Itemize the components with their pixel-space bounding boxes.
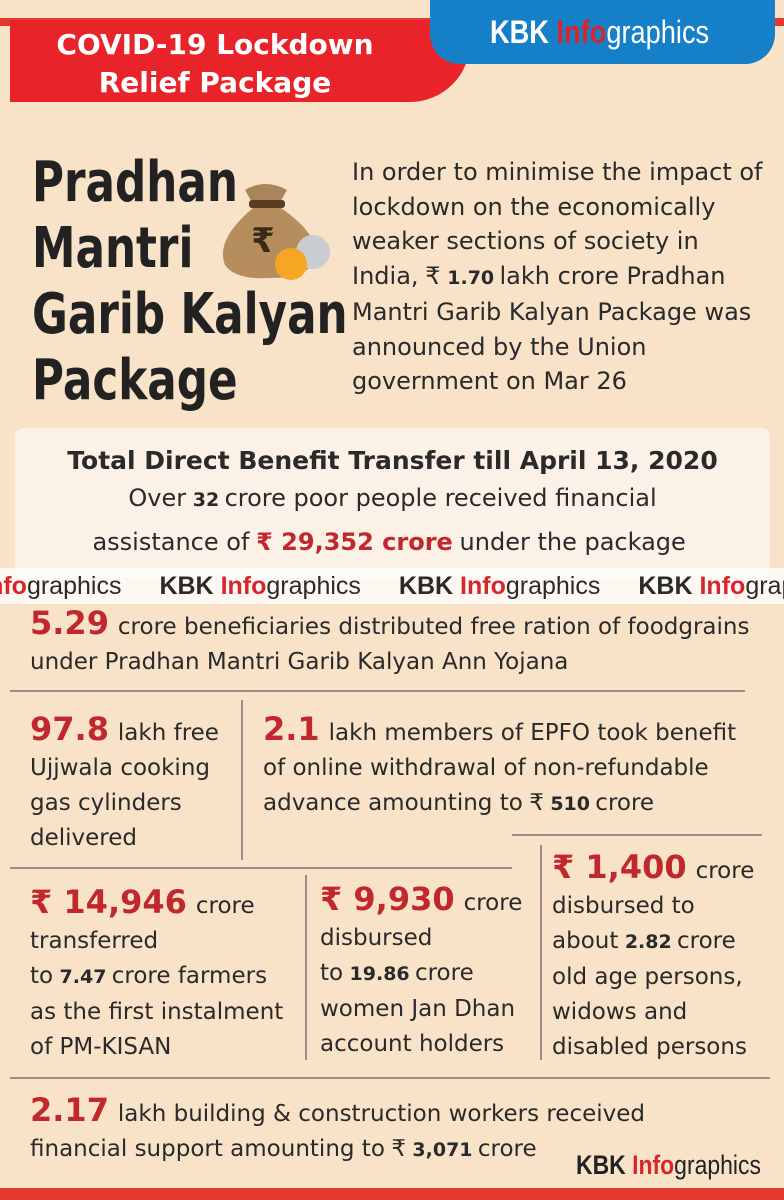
divider: [305, 875, 307, 1060]
brand-kbk: KBK: [398, 571, 454, 600]
text-segment: lakh crore Pradhan Mantri Garib Kalyan P…: [352, 261, 752, 396]
brand-info: Info: [220, 571, 267, 600]
brand: KBK Infographics: [490, 14, 709, 51]
text-segment: ₹: [425, 261, 441, 290]
highlight: 1.70: [447, 266, 495, 289]
highlight: 2.82: [624, 931, 672, 953]
highlight: ₹ 14,946: [30, 883, 187, 921]
svg-text:₹: ₹: [251, 221, 275, 261]
text-segment: crore old age persons, widows and disabl…: [552, 928, 747, 1060]
brand-graphics: graphics: [745, 571, 784, 600]
title-line: Garib Kalyan: [32, 282, 348, 347]
highlight: 32: [192, 489, 220, 511]
text-segment: crore poor people received financial ass…: [92, 484, 657, 556]
text-segment: ₹: [529, 790, 544, 816]
highlight: ₹ 1,400: [552, 848, 687, 886]
watermark: KBK Infographics: [399, 572, 600, 601]
banner-line: Relief Package: [98, 66, 332, 99]
brand-kbk: KBK: [576, 1150, 626, 1180]
highlight: 510: [550, 793, 590, 815]
epfo: 2.1 lakh members of EPFO took benefit of …: [263, 712, 763, 822]
intro: In order to minimise the impact of lockd…: [352, 155, 772, 399]
women: ₹ 9,930 crore disbursed to 19.86 crore wome…: [320, 882, 535, 1062]
farmers: ₹ 14,946 crore transferred to 7.47 crore fa…: [30, 885, 300, 1065]
text-segment: crore women Jan Dhan account holders: [320, 960, 516, 1057]
highlight: 5.29: [30, 604, 109, 642]
divider: [512, 834, 762, 836]
brand-info: Info: [556, 14, 607, 50]
divider: [10, 1077, 770, 1079]
title-line: Mantri: [32, 216, 194, 281]
text-segment: under the package: [459, 528, 686, 556]
title-line: Pradhan: [32, 150, 238, 215]
highlight: ₹ 9,930: [320, 880, 455, 918]
brand-info: Info: [0, 571, 27, 600]
ration: 5.29 crore beneficiaries distributed free…: [30, 606, 760, 680]
text-segment: In order to minimise the impact of lockd…: [352, 158, 763, 290]
title-line: Package: [32, 348, 238, 413]
text-segment: crore: [477, 1136, 537, 1162]
divider: [10, 690, 745, 692]
brand-graphics: graphics: [674, 1150, 761, 1180]
brand-graphics: graphics: [266, 571, 361, 600]
text-segment: lakh building & construction workers rec…: [30, 1101, 646, 1162]
summary-box: Total Direct Benefit Transfer till April…: [15, 428, 770, 578]
text-segment: ₹: [391, 1136, 406, 1162]
summary-heading: Total Direct Benefit Transfer till April…: [67, 446, 718, 475]
text-segment: Over: [128, 484, 187, 512]
bottom-stripe: [0, 1188, 784, 1200]
banner: COVID-19 Lockdown Relief Package: [10, 20, 470, 102]
highlight: 2.17: [30, 1091, 109, 1129]
text-segment: crore farmers as the first instalment of…: [30, 963, 284, 1060]
brand-graphics: graphics: [505, 571, 601, 600]
brand-graphics: graphics: [26, 571, 122, 600]
brand-info: Info: [460, 571, 506, 600]
money-bag-icon: ₹: [222, 184, 330, 280]
highlight: 7.47: [59, 966, 107, 988]
highlight: 2.1: [263, 710, 320, 748]
text-segment: crore disbursed to: [320, 890, 523, 986]
divider: [241, 700, 243, 860]
text-segment: lakh members of EPFO took benefit of onl…: [263, 720, 737, 816]
brand-info: Info: [632, 1150, 675, 1180]
text-segment: crore disbursed to about: [552, 858, 755, 954]
text-segment: crore: [595, 790, 655, 816]
text-segment: crore beneficiaries distributed free rat…: [30, 614, 750, 675]
banner-line: COVID-19 Lockdown: [56, 28, 374, 61]
text-segment: crore transferred to: [30, 893, 255, 989]
title: Pradhan Mantri Garib Kalyan Package: [32, 150, 348, 414]
old-age: ₹ 1,400 crore disbursed to about 2.82 crore…: [552, 850, 777, 1065]
watermark: KBK Infographics: [638, 572, 784, 601]
brand-footer: KBK Infographics: [576, 1150, 761, 1181]
highlight: 19.86: [349, 963, 410, 985]
lpg: 97.8 lakh free Ujjwala cooking gas cylind…: [30, 712, 235, 856]
divider: [540, 845, 542, 1060]
watermark: KBK Infographics: [0, 572, 121, 601]
brand-info: Info: [699, 571, 746, 600]
brand-graphics: graphics: [606, 14, 710, 50]
brand-kbk: KBK: [638, 571, 693, 600]
summary-text: Over 32 crore poor people received financi…: [68, 477, 718, 563]
highlight: ₹ 29,352 crore: [256, 528, 453, 556]
text-segment: lakh free Ujjwala cooking gas cylinders …: [30, 720, 219, 851]
brand-kbk: KBK: [159, 571, 214, 600]
highlight: 3,071: [412, 1139, 473, 1161]
brand-tab: KBK Infographics: [430, 0, 775, 64]
watermark: KBK Infographics: [159, 572, 360, 601]
divider: [10, 867, 512, 869]
brand-kbk: KBK: [490, 14, 549, 50]
highlight: 97.8: [30, 710, 109, 748]
construction: 2.17 lakh building & construction workers…: [30, 1093, 720, 1168]
